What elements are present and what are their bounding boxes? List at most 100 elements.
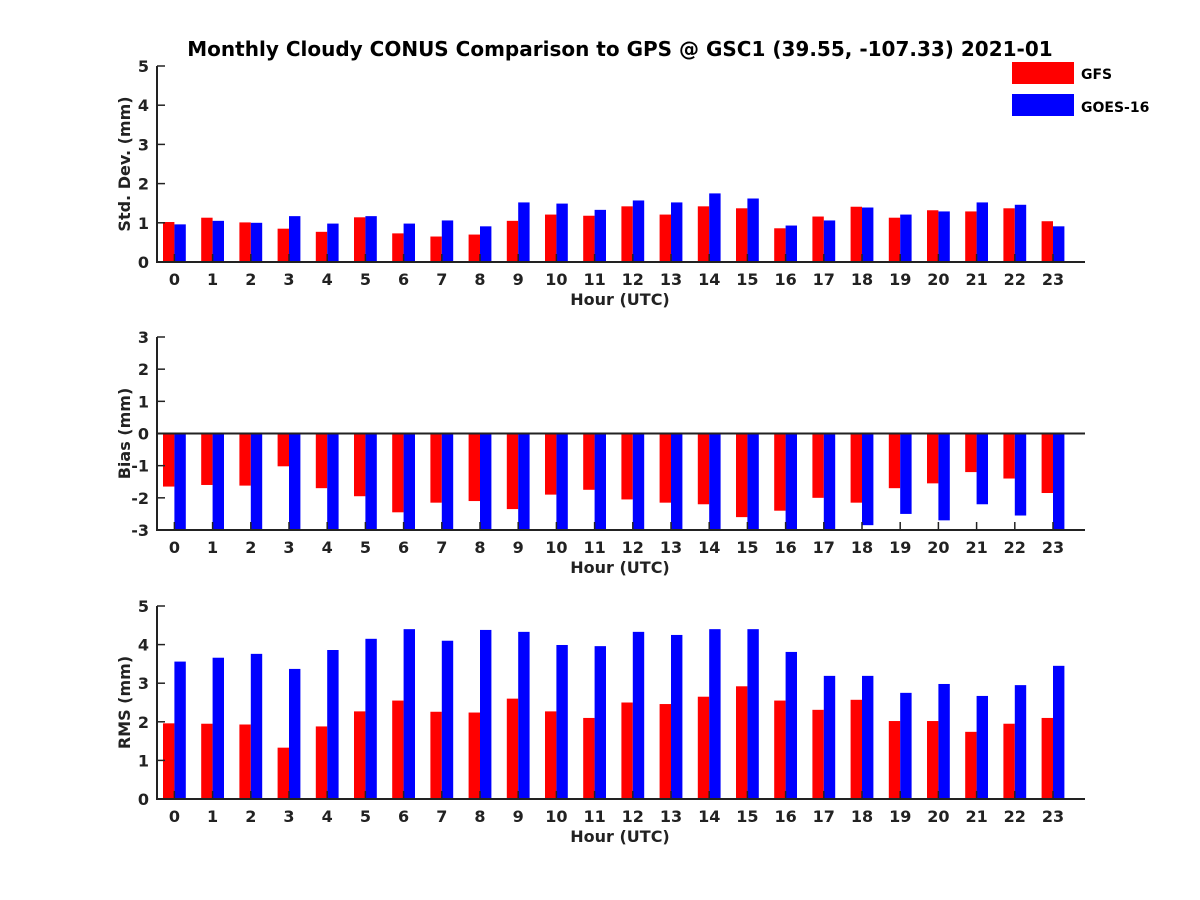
bias-bar-goes16-hour-21 [976,433,988,505]
rms-y-tick-label: 4 [138,636,149,655]
stddev-x-tick-label: 6 [398,270,409,289]
rms-bar-gfs-hour-21 [965,731,977,799]
bias-bar-goes16-hour-4 [327,433,339,530]
stddev-x-tick-label: 14 [698,270,720,289]
stddev-bar-goes16-hour-20 [938,211,950,262]
bias-bar-goes16-hour-1 [212,433,224,530]
bias-x-tick-label: 14 [698,538,720,557]
bias-x-tick-label: 22 [1004,538,1026,557]
bias-x-tick-label: 10 [545,538,567,557]
legend-label-goes16: GOES-16 [1081,100,1149,116]
bias-bar-goes16-hour-20 [938,433,950,521]
rms-bar-goes16-hour-6 [403,629,415,799]
figure-title: Monthly Cloudy CONUS Comparison to GPS @… [187,37,1052,61]
rms-bar-goes16-hour-14 [709,629,721,799]
stddev-bar-goes16-hour-17 [823,220,836,262]
stddev-bar-goes16-hour-1 [212,220,224,262]
bias-x-tick-label: 11 [583,538,605,557]
rms-bar-gfs-hour-15 [736,686,748,799]
rms-bar-goes16-hour-19 [900,692,912,799]
stddev-bar-goes16-hour-13 [671,202,683,262]
rms-x-tick-label: 9 [513,807,524,826]
bias-x-tick-label: 19 [889,538,911,557]
rms-bar-goes16-hour-23 [1053,665,1065,799]
rms-bar-goes16-hour-12 [632,631,645,799]
bias-x-tick-label: 1 [207,538,218,557]
rms-bar-gfs-hour-3 [277,747,289,799]
bias-bar-gfs-hour-18 [850,433,862,503]
rms-x-tick-label: 2 [245,807,256,826]
rms-bar-gfs-hour-2 [239,724,251,799]
stddev-bar-goes16-hour-16 [785,225,797,262]
rms-x-tick-label: 7 [436,807,447,826]
rms-bar-gfs-hour-1 [201,723,213,799]
stddev-y-tick-label: 5 [138,57,149,76]
rms-x-tick-label: 3 [283,807,294,826]
stddev-bar-gfs-hour-20 [927,210,939,262]
stddev-x-tick-label: 9 [513,270,524,289]
rms-bar-goes16-hour-11 [594,646,606,799]
stddev-y-tick-label: 3 [138,135,149,154]
stddev-bar-gfs-hour-13 [659,214,671,262]
rms-x-tick-label: 16 [774,807,796,826]
bias-bar-goes16-hour-13 [671,433,683,530]
bias-y-tick-label: -1 [131,457,149,476]
rms-x-tick-label: 4 [322,807,333,826]
stddev-x-tick-label: 13 [660,270,682,289]
rms-bar-goes16-hour-16 [785,651,797,799]
bias-x-tick-label: 6 [398,538,409,557]
rms-x-tick-label: 19 [889,807,911,826]
bias-bar-gfs-hour-8 [468,433,480,502]
stddev-bar-gfs-hour-9 [506,220,519,262]
bias-bar-gfs-hour-20 [927,433,939,484]
legend-label-gfs: GFS [1081,67,1112,83]
rms-bar-goes16-hour-2 [250,653,263,799]
stddev-bar-goes16-hour-6 [403,223,415,262]
stddev-bar-goes16-hour-18 [862,207,874,262]
bias-bar-gfs-hour-11 [583,433,595,490]
stddev-x-tick-label: 17 [813,270,835,289]
bias-bar-gfs-hour-13 [659,433,671,503]
stddev-bar-gfs-hour-3 [277,228,289,262]
stddev-bar-goes16-hour-5 [365,216,377,262]
rms-x-tick-label: 8 [474,807,485,826]
rms-bar-gfs-hour-19 [888,721,901,799]
bias-x-tick-label: 17 [813,538,835,557]
rms-bar-goes16-hour-10 [556,644,568,799]
bias-bar-gfs-hour-3 [277,433,289,467]
bias-bar-goes16-hour-8 [480,433,492,530]
stddev-bar-goes16-hour-3 [289,216,301,262]
stddev-bar-gfs-hour-6 [392,233,404,262]
stddev-bar-gfs-hour-2 [239,222,251,262]
bias-y-tick-label: 0 [138,425,149,444]
rms-y-tick-label: 0 [138,790,149,809]
stddev-bar-gfs-hour-22 [1003,208,1015,262]
rms-x-tick-label: 0 [169,807,180,826]
stddev-bar-goes16-hour-14 [709,193,721,262]
stddev-bar-gfs-hour-11 [583,215,595,262]
legend-swatch-gfs [1012,62,1074,84]
rms-bar-gfs-hour-5 [354,711,366,799]
stddev-bar-gfs-hour-8 [468,234,480,262]
rms-x-tick-label: 13 [660,807,682,826]
bias-bar-goes16-hour-3 [289,433,301,530]
bias-bar-gfs-hour-7 [430,433,442,503]
stddev-x-tick-label: 0 [169,270,180,289]
rms-bar-goes16-hour-4 [327,650,339,799]
rms-x-tick-label: 5 [360,807,371,826]
legend: GFS GOES-16 [1012,62,1149,116]
rms-bar-gfs-hour-22 [1003,723,1015,799]
bias-bar-goes16-hour-11 [594,433,606,530]
stddev-x-tick-label: 18 [851,270,873,289]
bias-bar-goes16-hour-18 [862,433,874,526]
bias-bar-goes16-hour-19 [900,433,912,514]
stddev-y-tick-label: 1 [138,214,149,233]
stddev-bar-goes16-hour-9 [518,202,530,262]
bias-y-tick-label: 3 [138,328,149,347]
rms-bar-gfs-hour-0 [163,723,175,799]
bias-bar-gfs-hour-15 [736,433,748,518]
bias-bar-gfs-hour-4 [315,433,328,489]
